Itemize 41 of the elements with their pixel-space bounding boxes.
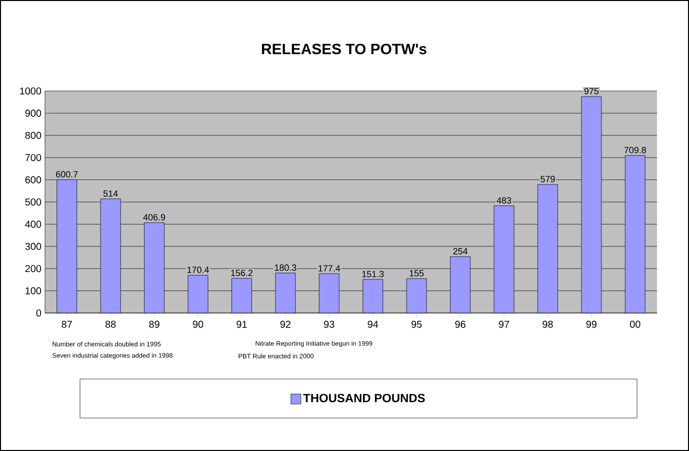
x-tick-label: 95 <box>412 320 422 328</box>
data-label: 254 <box>453 248 468 254</box>
y-tick-label: 1000 <box>20 87 42 95</box>
data-label: 579 <box>540 176 555 182</box>
data-label: 514 <box>103 190 118 197</box>
y-tick-label: 700 <box>25 154 42 162</box>
x-tick-label: 92 <box>280 320 290 328</box>
data-label: 155 <box>410 270 424 276</box>
x-tick-label: 94 <box>368 320 378 328</box>
y-tick-label: 400 <box>25 220 42 228</box>
y-tick-label: 300 <box>25 242 42 250</box>
x-tick-label: 89 <box>149 320 160 328</box>
x-tick-label: 96 <box>455 320 466 328</box>
data-label: 177.4 <box>318 265 340 272</box>
x-tick-label: 00 <box>630 320 640 328</box>
y-tick-label: 600 <box>25 176 42 184</box>
y-tick-label: 800 <box>25 132 42 139</box>
x-tick-label: 98 <box>542 320 553 328</box>
x-tick-label: 93 <box>324 320 334 328</box>
y-tick-label: 900 <box>25 110 42 117</box>
x-tick-label: 91 <box>236 320 247 328</box>
y-tick-label: 0 <box>36 309 42 317</box>
data-label: 483 <box>496 197 512 204</box>
data-label: 170.4 <box>187 266 209 273</box>
data-label: 180.3 <box>274 264 296 271</box>
data-label: 156.2 <box>231 270 252 276</box>
x-tick-label: 97 <box>498 320 510 328</box>
x-tick-label: 88 <box>105 320 116 328</box>
chart-title: RELEASES TO POTW's <box>262 44 426 54</box>
y-tick-label: 500 <box>25 198 42 206</box>
data-label: 975 <box>584 88 599 94</box>
y-tick-label: 100 <box>26 287 42 294</box>
x-tick-label: 87 <box>62 320 72 328</box>
x-tick-label: 99 <box>586 320 597 328</box>
data-label: 151.3 <box>362 270 384 278</box>
y-tick-label: 200 <box>25 265 42 272</box>
x-tick-label: 90 <box>192 320 204 328</box>
data-label: 709.8 <box>624 146 646 154</box>
data-label: 406.9 <box>143 214 166 220</box>
legend-label: THOUSAND POUNDS <box>303 394 425 402</box>
data-label: 600.7 <box>56 171 78 178</box>
